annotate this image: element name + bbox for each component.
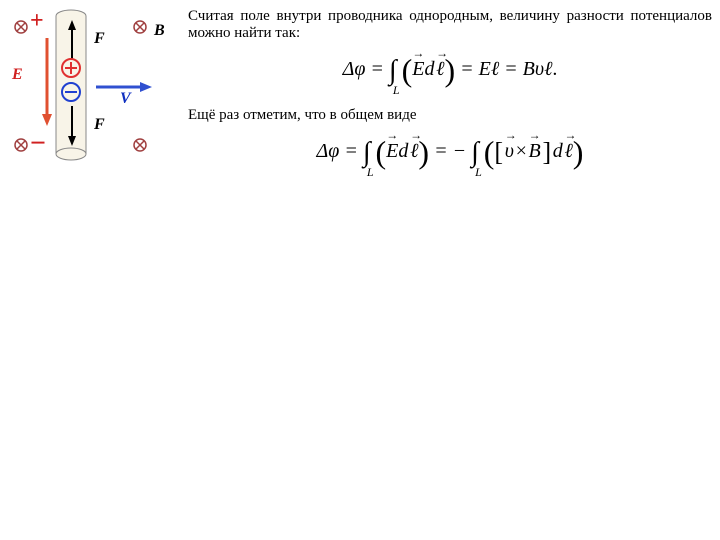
paragraph-2: Ещё раз отметим, что в общем виде [188,107,712,124]
e-arrow [40,38,54,128]
cross-icon [14,20,28,34]
minus-sign: − [30,128,46,160]
f-bot-arrow [66,106,78,148]
f-top-arrow [66,20,78,62]
neg-charge-icon [61,82,81,102]
f-bot-label: F [94,116,105,134]
b-label: B [154,22,165,40]
cross-icon [14,138,28,152]
physics-diagram: + − E F F B [8,8,178,168]
f-top-label: F [94,30,105,48]
cross-icon [133,20,147,34]
text-content: Считая поле внутри проводника однородным… [178,8,712,189]
v-label: V [120,90,131,108]
e-label: E [12,66,23,84]
pos-charge-icon [61,58,81,78]
paragraph-1: Считая поле внутри проводника однородным… [188,8,712,42]
cross-icon [133,138,147,152]
formula-2: Δφ = ∫ L (Ed ℓ) = − ∫ L ([ υ × B ] d ℓ) [188,134,712,171]
plus-sign: + [30,8,44,35]
formula-1: Δφ = ∫ L (Ed ℓ) = Eℓ = Bυℓ. [188,52,712,89]
